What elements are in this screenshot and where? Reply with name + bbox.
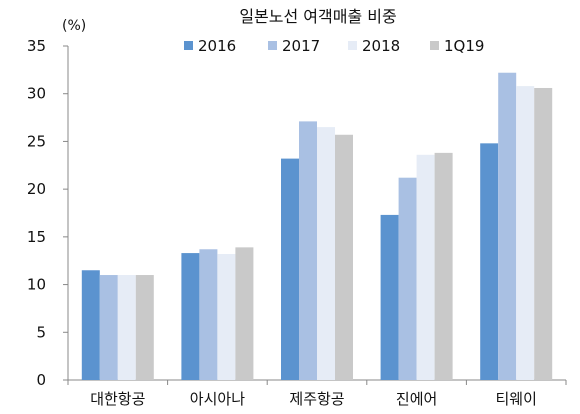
bar-2018-5	[516, 86, 535, 380]
x-category-label: 제주항공	[289, 390, 344, 408]
y-tick-label: 10	[27, 276, 46, 294]
bar-2016-5	[480, 143, 499, 380]
legend-swatch-2018	[348, 41, 357, 50]
legend-label-2017: 2017	[282, 37, 320, 55]
legend-swatch-2016	[184, 41, 193, 50]
bars	[81, 72, 553, 380]
bar-2016-2	[181, 253, 200, 380]
y-axis: 0 5 10 15 20 25 30 35	[27, 37, 69, 389]
legend-swatch-2017	[268, 41, 277, 50]
bar-2018-4	[416, 154, 435, 380]
bar-1Q19-2	[235, 247, 254, 380]
bar-2017-5	[498, 72, 517, 380]
bar-2017-4	[398, 177, 417, 380]
x-category-label: 아시아나	[190, 390, 245, 408]
bar-2017-2	[199, 249, 218, 380]
bar-1Q19-3	[335, 134, 353, 380]
y-tick-label: 30	[27, 85, 46, 103]
x-category-label: 티웨이	[495, 390, 536, 408]
bar-1Q19-5	[534, 87, 553, 380]
y-tick-label: 35	[27, 37, 46, 55]
legend: 2016 2017 2018 1Q19	[184, 37, 484, 55]
legend-swatch-1Q19	[430, 41, 439, 50]
x-category-label: 대한항공	[90, 390, 145, 408]
bar-2017-1	[99, 275, 118, 380]
legend-label-2018: 2018	[362, 37, 400, 55]
bar-2018-1	[117, 275, 136, 380]
y-axis-unit: (%)	[62, 18, 86, 34]
bar-2016-1	[81, 270, 100, 380]
y-tick-label: 20	[27, 180, 46, 198]
legend-label-1Q19: 1Q19	[444, 37, 484, 55]
bar-1Q19-1	[135, 275, 154, 380]
bar-2018-2	[217, 254, 236, 380]
bar-2017-3	[299, 121, 317, 380]
x-category-label: 진에어	[396, 390, 437, 408]
y-tick-label: 5	[36, 323, 46, 341]
bar-2018-3	[317, 127, 335, 380]
y-tick-label: 25	[27, 132, 46, 150]
chart-title: 일본노선 여객매출 비중	[239, 7, 396, 26]
bar-2016-3	[281, 158, 299, 380]
y-tick-label: 0	[36, 371, 46, 389]
bar-2016-4	[380, 214, 399, 380]
y-tick-label: 15	[27, 228, 46, 246]
bar-1Q19-4	[434, 152, 453, 380]
legend-label-2016: 2016	[198, 37, 236, 55]
x-axis: 대한항공 아시아나 제주항공 진에어 티웨이	[67, 379, 567, 408]
